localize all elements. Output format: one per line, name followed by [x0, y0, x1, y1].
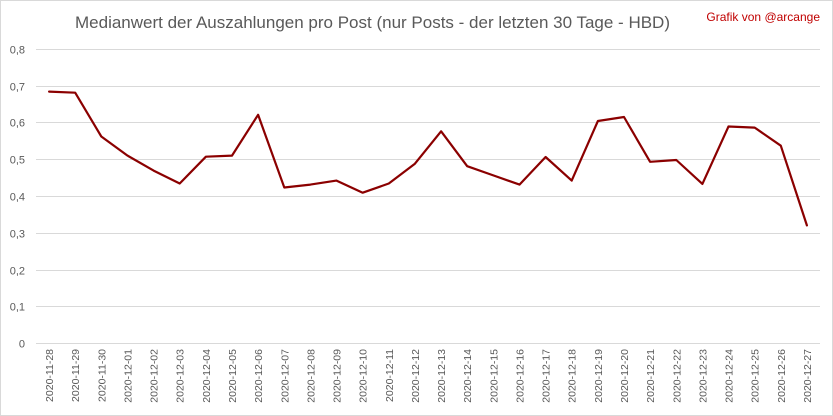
data-point — [230, 153, 235, 158]
data-point — [622, 115, 627, 120]
y-tick-label: 0,8 — [10, 45, 25, 57]
x-tick-label: 2020-12-11 — [384, 349, 396, 402]
data-point — [47, 89, 52, 94]
y-tick-label: 0,4 — [10, 192, 25, 204]
x-tick-label: 2020-12-13 — [436, 349, 448, 403]
y-tick-label: 0,7 — [10, 82, 25, 94]
data-point — [308, 182, 313, 187]
x-tick-label: 2020-12-01 — [122, 349, 134, 403]
x-tick-label: 2020-12-08 — [305, 349, 317, 403]
data-point — [674, 158, 679, 163]
x-tick-label: 2020-12-10 — [358, 349, 370, 403]
data-point — [778, 143, 783, 148]
gridlines — [36, 49, 820, 344]
data-point — [256, 112, 261, 117]
x-axis-ticks: 2020-11-28 2020-11-29 2020-11-30 2020-12-01… — [44, 349, 814, 403]
y-tick-label: 0,5 — [10, 155, 25, 167]
series-layer — [47, 89, 809, 228]
data-point — [125, 153, 130, 158]
data-point — [99, 134, 104, 139]
x-tick-label: 2020-12-23 — [697, 349, 709, 403]
series-line — [47, 90, 809, 227]
x-tick-label: 2020-12-25 — [750, 349, 762, 403]
x-tick-label: 2020-12-15 — [488, 349, 500, 403]
data-point — [412, 161, 417, 166]
x-tick-label: 2020-12-02 — [149, 349, 161, 403]
x-tick-label: 2020-12-26 — [776, 349, 788, 403]
chart-title: Medianwert der Auszahlungen pro Post (nu… — [75, 13, 670, 32]
data-point — [517, 182, 522, 187]
data-point — [726, 124, 731, 129]
data-point — [177, 181, 182, 186]
x-tick-label: 2020-12-17 — [541, 349, 553, 403]
y-tick-label: 0,6 — [10, 118, 25, 130]
x-tick-label: 2020-11-30 — [96, 349, 108, 402]
x-tick-label: 2020-12-07 — [279, 349, 291, 403]
x-tick-label: 2020-11-28 — [44, 349, 56, 402]
data-point — [543, 155, 548, 160]
x-tick-label: 2020-11-29 — [70, 349, 82, 402]
x-tick-label: 2020-12-05 — [227, 349, 239, 403]
x-tick-label: 2020-12-06 — [253, 349, 265, 403]
data-point — [595, 119, 600, 124]
y-tick-label: 0 — [19, 339, 25, 351]
x-tick-label: 2020-12-20 — [619, 349, 631, 403]
data-point — [282, 185, 287, 190]
x-tick-label: 2020-12-18 — [567, 349, 579, 403]
x-tick-label: 2020-12-19 — [593, 349, 605, 403]
x-tick-label: 2020-12-24 — [724, 349, 736, 403]
y-tick-label: 0,1 — [10, 302, 25, 314]
x-tick-label: 2020-12-22 — [671, 349, 683, 403]
data-point — [203, 154, 208, 159]
y-axis-ticks: 0 0,1 0,2 0,3 0,4 0,5 0,6 0,7 0,8 — [10, 45, 25, 351]
data-point — [386, 181, 391, 186]
data-point — [752, 125, 757, 130]
data-point — [439, 129, 444, 134]
data-point — [465, 164, 470, 169]
x-tick-label: 2020-12-09 — [332, 349, 344, 403]
data-point — [569, 178, 574, 183]
data-point — [334, 178, 339, 183]
x-tick-label: 2020-12-21 — [645, 349, 657, 403]
data-point — [804, 223, 809, 228]
data-point — [151, 168, 156, 173]
x-tick-label: 2020-12-27 — [802, 349, 814, 403]
y-tick-label: 0,3 — [10, 229, 25, 241]
data-point — [360, 190, 365, 195]
x-tick-label: 2020-12-16 — [514, 349, 526, 403]
chart-credit: Grafik von @arcange — [706, 10, 820, 24]
data-point — [73, 90, 78, 95]
y-tick-label: 0,2 — [10, 266, 25, 278]
data-point — [700, 181, 705, 186]
x-tick-label: 2020-12-12 — [410, 349, 422, 403]
data-point — [491, 173, 496, 178]
x-tick-label: 2020-12-03 — [175, 349, 187, 403]
x-tick-label: 2020-12-04 — [201, 349, 213, 403]
data-point — [648, 159, 653, 164]
x-tick-label: 2020-12-14 — [462, 349, 474, 403]
